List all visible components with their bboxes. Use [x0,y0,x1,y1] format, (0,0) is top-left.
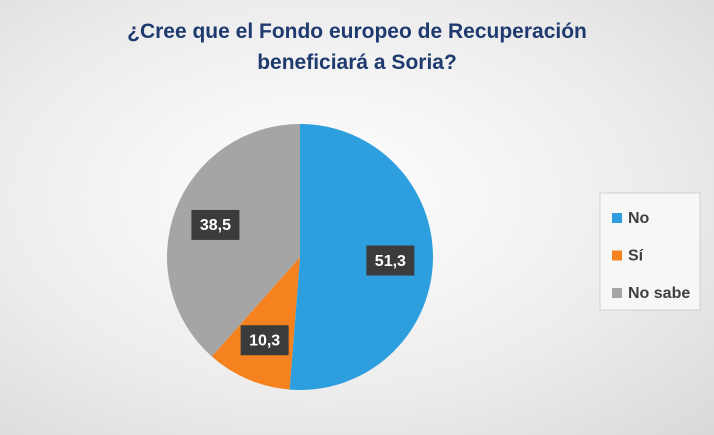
chart-title: ¿Cree que el Fondo europeo de Recuperaci… [127,20,587,74]
legend-label: No [628,210,650,227]
pie-slice [167,124,300,357]
data-label: 10,3 [249,332,280,349]
data-label: 38,5 [200,217,231,234]
legend-swatch [612,213,622,223]
pie-slice [289,124,434,390]
data-label: 51,3 [375,253,406,270]
data-label-box [191,209,240,240]
legend-label: Sí [628,248,644,265]
data-label-box [366,245,415,276]
legend-label: No sabe [628,285,690,302]
data-label-box [240,325,289,356]
pie-slice [211,257,300,390]
legend-swatch [612,250,622,261]
legend-swatch [612,288,622,298]
